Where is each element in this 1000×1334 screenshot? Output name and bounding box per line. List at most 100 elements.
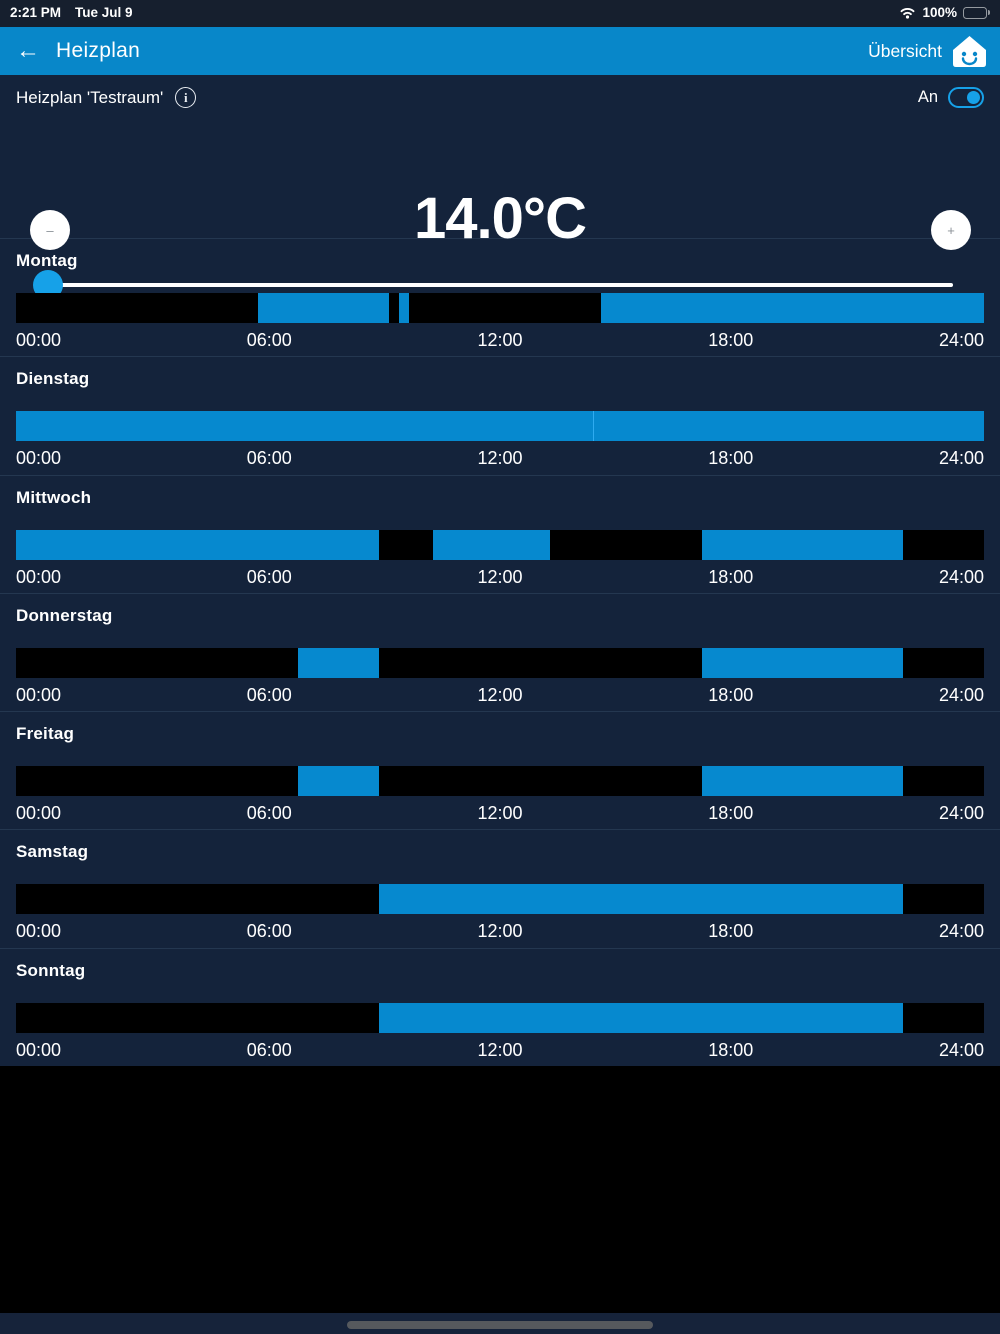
time-tick-label: 24:00 xyxy=(938,566,984,587)
schedule-name: Heizplan 'Testraum' xyxy=(16,87,164,107)
day-section: Freitag 00:00 06:00 12:00 18:00 24:00 xyxy=(0,711,1000,829)
day-label: Freitag xyxy=(16,724,75,744)
day-label: Mittwoch xyxy=(16,487,92,507)
heating-on-segment[interactable] xyxy=(379,1002,904,1033)
schedule-timeline-bar[interactable] xyxy=(16,411,984,442)
time-tick-label: 24:00 xyxy=(938,448,984,469)
heating-on-segment[interactable] xyxy=(432,529,551,560)
time-axis: 00:00 06:00 12:00 18:00 24:00 xyxy=(16,803,984,824)
back-button[interactable]: ← xyxy=(16,39,50,63)
day-label: Samstag xyxy=(16,842,89,862)
time-tick-label: 06:00 xyxy=(246,448,292,469)
time-tick-label: 18:00 xyxy=(708,330,754,350)
wifi-icon xyxy=(899,6,916,19)
time-tick-label: 06:00 xyxy=(246,684,292,705)
status-bar: 2:21 PM Tue Jul 9 100% xyxy=(0,0,1000,27)
time-tick-label: 18:00 xyxy=(708,921,754,942)
page-title: Heizplan xyxy=(56,39,141,62)
time-tick-label: 24:00 xyxy=(938,684,984,705)
heating-on-segment[interactable] xyxy=(298,647,379,678)
day-section: Samstag 00:00 06:00 12:00 18:00 24:00 xyxy=(0,829,1000,947)
power-label: An xyxy=(917,88,938,106)
time-tick-label: 12:00 xyxy=(477,921,523,942)
time-tick-label: 12:00 xyxy=(477,448,523,469)
time-axis: 00:00 06:00 12:00 18:00 24:00 xyxy=(16,1040,984,1061)
schedule-timeline-bar[interactable] xyxy=(16,529,984,560)
time-tick-label: 18:00 xyxy=(708,803,754,824)
heating-on-segment[interactable] xyxy=(600,293,984,323)
heating-on-segment[interactable] xyxy=(16,529,379,560)
home-indicator[interactable] xyxy=(347,1320,653,1329)
battery-percent: 100% xyxy=(922,5,957,20)
heating-on-segment[interactable] xyxy=(701,766,904,797)
time-tick-label: 06:00 xyxy=(246,803,292,824)
weekly-schedule: Montag 00:00 06:00 12:00 18:00 24:00 Diensta… xyxy=(0,238,1000,1067)
heating-on-segment[interactable] xyxy=(298,766,379,797)
temperature-minus-button[interactable]: – xyxy=(30,210,70,250)
time-tick-label: 12:00 xyxy=(477,566,523,587)
time-tick-label: 18:00 xyxy=(708,684,754,705)
time-tick-label: 06:00 xyxy=(246,330,292,350)
time-tick-label: 24:00 xyxy=(938,803,984,824)
day-label: Montag xyxy=(16,251,78,270)
overview-button[interactable]: Übersicht xyxy=(868,34,988,69)
time-tick-label: 12:00 xyxy=(477,803,523,824)
day-section: Dienstag 00:00 06:00 12:00 18:00 24:00 xyxy=(0,356,1000,474)
battery-icon xyxy=(963,6,990,19)
time-tick-label: 06:00 xyxy=(246,566,292,587)
day-label: Donnerstag xyxy=(16,605,113,625)
time-tick-label: 06:00 xyxy=(246,1039,292,1060)
time-axis: 00:00 06:00 12:00 18:00 24:00 xyxy=(16,448,984,469)
time-axis: 00:00 06:00 12:00 18:00 24:00 xyxy=(16,330,984,351)
time-tick-label: 06:00 xyxy=(246,921,292,942)
power-toggle[interactable] xyxy=(948,87,984,108)
heating-on-segment[interactable] xyxy=(399,293,410,323)
overview-label: Übersicht xyxy=(868,40,942,61)
time-tick-label: 12:00 xyxy=(477,1039,523,1060)
time-axis: 00:00 06:00 12:00 18:00 24:00 xyxy=(16,567,984,588)
heating-on-segment[interactable] xyxy=(701,647,904,678)
bottom-bar xyxy=(0,1313,1000,1334)
schedule-timeline-bar[interactable] xyxy=(16,884,984,915)
time-tick-label: 18:00 xyxy=(708,566,754,587)
day-label: Sonntag xyxy=(16,960,86,980)
schedule-timeline-bar[interactable] xyxy=(16,1002,984,1033)
day-section: Montag 00:00 06:00 12:00 18:00 24:00 xyxy=(0,238,1000,356)
time-tick-label: 00:00 xyxy=(16,684,62,705)
day-section: Donnerstag 00:00 06:00 12:00 18:00 24:00 xyxy=(0,592,1000,711)
time-tick-label: 24:00 xyxy=(938,330,984,350)
time-tick-label: 00:00 xyxy=(16,1039,62,1060)
clock-date: Tue Jul 9 xyxy=(75,5,133,20)
time-tick-label: 00:00 xyxy=(16,448,62,469)
temperature-plus-button[interactable]: + xyxy=(931,210,971,250)
time-tick-label: 12:00 xyxy=(477,330,523,350)
info-icon[interactable]: i xyxy=(175,87,197,108)
heating-on-segment[interactable] xyxy=(379,884,904,915)
time-tick-label: 00:00 xyxy=(16,330,62,350)
time-tick-label: 18:00 xyxy=(708,448,754,469)
time-tick-label: 24:00 xyxy=(938,1039,984,1060)
clock-time: 2:21 PM xyxy=(10,5,62,20)
time-axis: 00:00 06:00 12:00 18:00 24:00 xyxy=(16,685,984,706)
time-tick-label: 18:00 xyxy=(708,1039,754,1060)
slider-track[interactable] xyxy=(36,283,953,287)
empty-area xyxy=(0,1066,1000,1313)
day-section: Mittwoch 00:00 06:00 12:00 18:00 24:00 xyxy=(0,474,1000,593)
heating-on-segment[interactable] xyxy=(258,293,390,323)
time-tick-label: 00:00 xyxy=(16,566,62,587)
app-header: ← Heizplan Übersicht xyxy=(0,27,1000,75)
day-label: Dienstag xyxy=(16,369,90,389)
time-tick-label: 00:00 xyxy=(16,803,62,824)
control-panel: Heizplan 'Testraum' i An 14.0°C – + xyxy=(0,75,1000,300)
time-tick-label: 12:00 xyxy=(477,684,523,705)
schedule-timeline-bar[interactable] xyxy=(16,647,984,678)
schedule-timeline-bar[interactable] xyxy=(16,766,984,797)
time-axis: 00:00 06:00 12:00 18:00 24:00 xyxy=(16,921,984,942)
heating-on-segment[interactable] xyxy=(701,529,904,560)
time-tick-label: 00:00 xyxy=(16,921,62,942)
schedule-timeline-bar[interactable] xyxy=(16,293,984,323)
heating-on-segment[interactable] xyxy=(16,411,595,442)
time-tick-label: 24:00 xyxy=(938,921,984,942)
heating-on-segment[interactable] xyxy=(594,411,984,442)
day-section: Sonntag 00:00 06:00 12:00 18:00 24:00 xyxy=(0,947,1000,1066)
